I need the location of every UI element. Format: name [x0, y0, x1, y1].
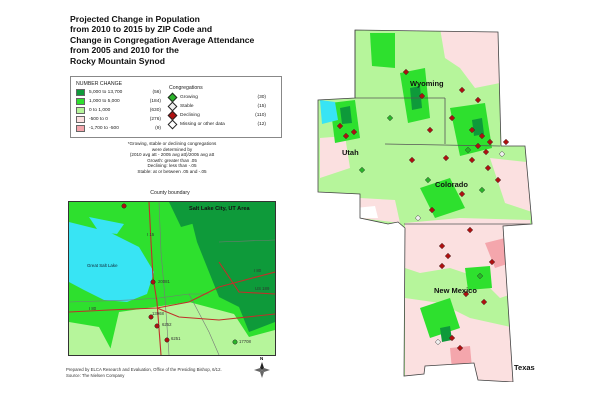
legend-swatch — [76, 107, 85, 114]
legend-range: 0 to 1,000 — [89, 108, 111, 113]
north-arrow-icon — [254, 362, 270, 378]
legend-range: -1,700 to -500 — [89, 126, 119, 131]
classification-note: *Growing, stable or declining congregati… — [72, 141, 272, 175]
title-line: Change in Congregation Average Attendanc… — [70, 34, 255, 45]
congregation-legend-item: Missing or other data (12) — [167, 119, 266, 130]
legend-count: (15) — [257, 104, 266, 109]
note-line: were determined by — [151, 146, 193, 152]
legend-range: -500 to 0 — [89, 117, 108, 122]
state-label-utah: Utah — [342, 148, 359, 157]
credits-source: Source: The Nielsen Company — [66, 373, 125, 378]
number-change-legend-item: -500 to 0 (276) — [76, 116, 161, 123]
state-label-texas: Texas — [514, 363, 535, 372]
note-line: Growth: greater than .05 — [147, 157, 197, 163]
legend-range: 1,000 to 5,000 — [89, 99, 120, 104]
legend-count: (56) — [152, 90, 161, 95]
credits-line: Prepared by ELCA Research and Evaluation… — [66, 367, 222, 372]
legend-count: (110) — [255, 113, 266, 118]
note-line: (2010 avg att - 2005 avg att)/2005 avg a… — [129, 152, 215, 158]
legend-count: (12) — [257, 122, 266, 127]
inset-road-label: I 15 — [147, 232, 155, 237]
synod-map-graphic — [317, 29, 533, 383]
number-change-heading: NUMBER CHANGE — [76, 81, 123, 87]
number-change-legend-item: 1,000 to 5,000 (184) — [76, 98, 161, 105]
diamond-icon — [167, 119, 178, 130]
legend-label: Stable — [180, 104, 194, 109]
legend-label: Declining — [180, 113, 200, 118]
title-line: Projected Change in Population — [70, 14, 200, 24]
note-line: *Growing, stable or declining congregati… — [127, 141, 217, 146]
number-change-legend-item: -1,700 to -500 (9) — [76, 125, 161, 132]
note-line: Declining: less than -.05 — [147, 163, 197, 169]
inset-point-label: 6252 — [162, 322, 172, 327]
county-boundary-label: County boundary — [150, 190, 190, 196]
map-title: Projected Change in Population from 2010 … — [70, 14, 300, 66]
congregation-legend-item: Declining (110) — [167, 110, 266, 121]
lake-label: Great Salt Lake — [87, 263, 118, 268]
legend-range: 5,000 to 13,700 — [89, 90, 123, 95]
inset-point-label: 17708 — [239, 339, 251, 344]
legend-count: (184) — [149, 99, 161, 104]
legend-swatch — [76, 116, 85, 123]
inset-point-label: 13968 — [152, 311, 164, 316]
inset-point-label: 6251 — [171, 336, 181, 341]
legend-label: Growing — [180, 95, 198, 100]
synod-map: Wyoming Utah Colorado New Mexico Texas — [300, 28, 550, 383]
inset-road-label: I 80 — [254, 268, 262, 273]
congregations-heading: Congregations — [169, 85, 203, 91]
note-line: Stable: at or between .05 and -.05 — [137, 168, 207, 174]
title-line: from 2005 and 2010 for the — [70, 45, 179, 56]
congregation-legend-item: Stable (15) — [167, 101, 266, 112]
legend-swatch — [76, 125, 85, 132]
legend-count: (630) — [149, 108, 161, 113]
legend-label: Missing or other data — [180, 122, 225, 127]
legend-swatch — [76, 98, 85, 105]
legend-count: (30) — [257, 95, 266, 100]
inset-road-label: I 80 — [89, 306, 97, 311]
number-change-legend-item: 5,000 to 13,700 (56) — [76, 89, 161, 96]
title-line: from 2010 to 2015 by ZIP Code and — [70, 24, 213, 35]
inset-point-label: 20081 — [158, 279, 170, 284]
inset-map-graphic — [69, 202, 275, 355]
state-label-wyoming: Wyoming — [410, 79, 444, 88]
state-label-colorado: Colorado — [435, 180, 468, 189]
state-label-new-mexico: New Mexico — [434, 286, 477, 295]
inset-title: Salt Lake City, UT Area — [189, 206, 250, 212]
legend-count: (9) — [155, 126, 161, 131]
title-line: Rocky Mountain Synod — [70, 55, 166, 66]
legend: NUMBER CHANGE 5,000 to 13,700 (56) 1,000 t… — [70, 76, 282, 138]
legend-count: (276) — [149, 117, 161, 122]
number-change-legend-item: 0 to 1,000 (630) — [76, 107, 161, 114]
legend-swatch — [76, 89, 85, 96]
inset-map-salt-lake-city: Salt Lake City, UT Area Great Salt Lake … — [68, 201, 276, 356]
congregation-legend-item: Growing (30) — [167, 92, 266, 103]
north-label: N — [260, 356, 264, 361]
inset-road-label: US 189 — [255, 286, 270, 291]
